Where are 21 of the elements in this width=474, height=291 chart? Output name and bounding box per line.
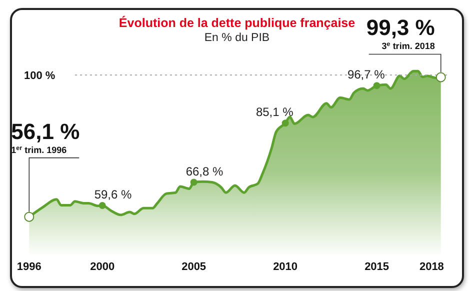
ref-line-label: 100 % [24, 70, 56, 82]
data-label: 99,3 % [366, 15, 435, 40]
data-label: 96,7 % [347, 68, 386, 82]
chart-subtitle: En % du PIB [204, 32, 270, 44]
point [373, 82, 380, 90]
x-tick-label: 2005 [182, 260, 206, 273]
x-tick-label: 2000 [90, 260, 115, 273]
point [282, 120, 289, 127]
annotation: 1$^{er}$ trim. 1996 [11, 144, 67, 155]
x-tick-label: 2015 [364, 260, 390, 273]
data-label: 59,6 % [94, 188, 132, 202]
data-label: 66,8 % [186, 164, 224, 178]
chart-title: Évolution de la dette publique française [118, 16, 356, 30]
x-tick-label: 2010 [273, 260, 298, 273]
data-label: 56,1 % [11, 118, 80, 144]
point [98, 202, 106, 210]
point [190, 178, 198, 186]
annotation: 3$^{e}$ trim. 2018 [382, 40, 435, 52]
x-tick-label: 1996 [16, 260, 42, 273]
data-label: 85,1 % [256, 105, 294, 120]
x-tick-label: 2018 [419, 260, 444, 273]
